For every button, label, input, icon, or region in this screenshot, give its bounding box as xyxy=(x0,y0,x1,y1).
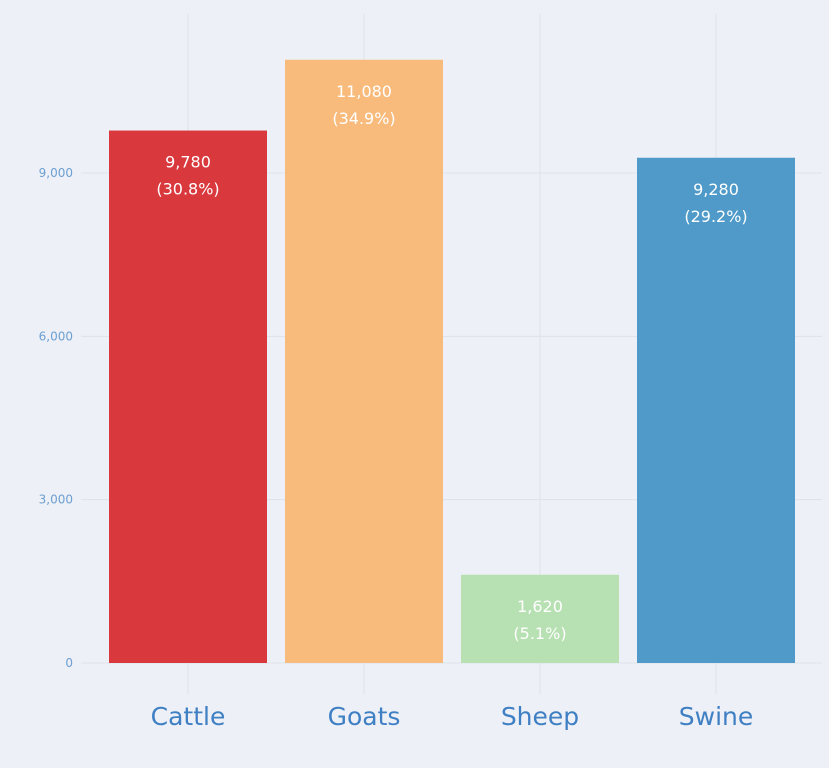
bar-goats xyxy=(285,59,443,663)
x-tick-label: Sheep xyxy=(501,702,579,731)
y-axis-tick-labels: 0 3,000 6,000 9,000 xyxy=(39,166,73,670)
x-axis-tick-labels: Cattle Goats Sheep Swine xyxy=(151,702,754,731)
y-tick-label: 0 xyxy=(65,656,73,670)
data-label-percent: (29.2%) xyxy=(684,207,747,226)
bar-cattle xyxy=(109,130,267,664)
x-gridlines xyxy=(187,14,717,694)
data-label-value: 1,620 xyxy=(517,597,563,616)
data-labels: 9,780 (30.8%) 11,080 (34.9%) 1,620 (5.1%) 9,28… xyxy=(156,82,747,643)
x-tick-label: Cattle xyxy=(151,702,226,731)
data-label-percent: (5.1%) xyxy=(513,624,566,643)
x-tick-label: Goats xyxy=(328,702,401,731)
data-label-percent: (30.8%) xyxy=(156,180,219,199)
x-tick-label: Swine xyxy=(679,702,754,731)
data-label-value: 9,780 xyxy=(165,153,211,172)
data-label-percent: (34.9%) xyxy=(332,109,395,128)
y-tick-label: 3,000 xyxy=(39,493,73,507)
bars xyxy=(109,59,795,664)
y-tick-label: 6,000 xyxy=(39,329,73,343)
data-label-value: 9,280 xyxy=(693,180,739,199)
bar-sheep xyxy=(461,574,619,663)
y-tick-label: 9,000 xyxy=(39,166,73,180)
data-label-value: 11,080 xyxy=(336,82,392,101)
bar-swine xyxy=(637,157,795,663)
